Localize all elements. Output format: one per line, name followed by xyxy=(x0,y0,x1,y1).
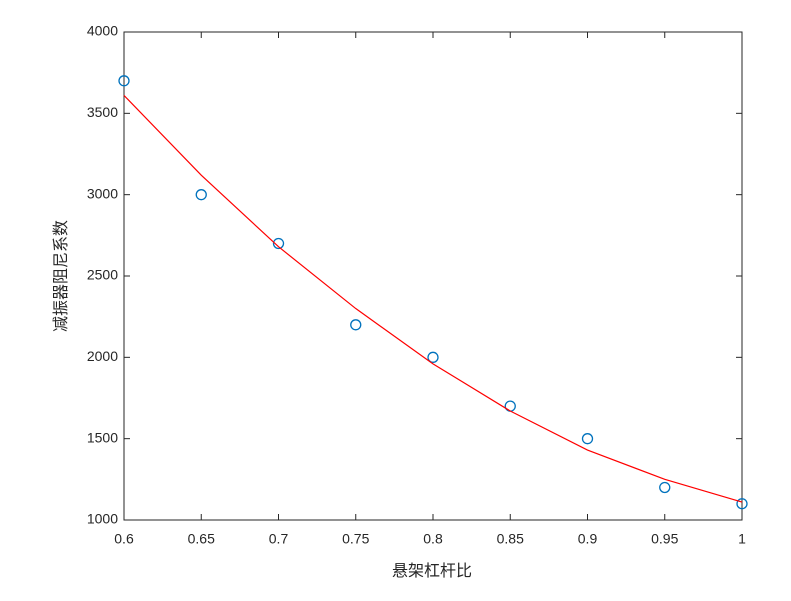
y-tick-label: 2000 xyxy=(87,348,118,364)
data-point xyxy=(118,75,130,87)
fit-line xyxy=(123,95,743,503)
y-axis-label: 减振器阻尼系数 xyxy=(52,220,70,332)
data-point xyxy=(736,498,748,510)
x-tick-label: 0.7 xyxy=(269,531,289,547)
y-tick-label: 1500 xyxy=(87,429,118,445)
data-point xyxy=(272,237,285,250)
x-tick-label: 0.6 xyxy=(114,531,134,547)
x-tick-label: 1 xyxy=(738,531,746,547)
x-tick-label: 0.85 xyxy=(497,531,524,547)
y-tick-label: 3500 xyxy=(87,104,118,120)
y-tick-label: 2500 xyxy=(87,267,118,283)
data-point xyxy=(195,189,207,201)
x-tick-label: 0.8 xyxy=(423,531,443,547)
data-point xyxy=(427,351,439,363)
data-point xyxy=(581,433,594,445)
data-point xyxy=(350,319,362,331)
x-tick-label: 0.75 xyxy=(342,531,369,547)
y-tick-label: 3000 xyxy=(87,185,118,201)
x-tick-label: 0.65 xyxy=(188,531,215,547)
y-tick-label: 1000 xyxy=(87,511,118,527)
y-tick-label: 4000 xyxy=(87,23,118,39)
x-tick-label: 0.95 xyxy=(651,531,678,547)
x-tick-label: 0.9 xyxy=(578,531,598,547)
x-axis-label: 悬架杠杆比 xyxy=(392,562,472,580)
data-point xyxy=(659,481,671,494)
